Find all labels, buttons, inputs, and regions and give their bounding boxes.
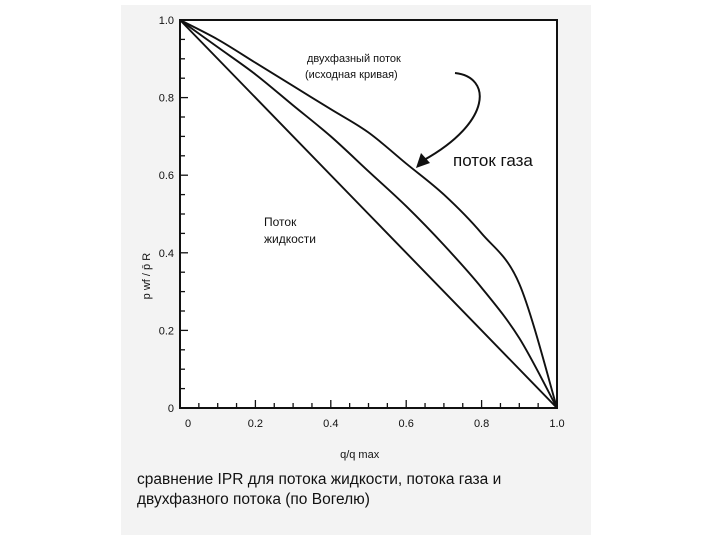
annotation-gas-flow: поток газа bbox=[453, 151, 533, 170]
y-tick-label: 0.4 bbox=[159, 248, 174, 260]
annotation-arrow bbox=[423, 72, 481, 161]
x-tick-label: 0 bbox=[185, 418, 191, 430]
two-phase-flow-curve bbox=[179, 19, 558, 409]
x-tick-label: 0.4 bbox=[323, 418, 338, 430]
y-tick-label: 0 bbox=[168, 403, 174, 415]
y-axis-label: p wf / p̄ R bbox=[141, 253, 153, 300]
x-tick-label: 0.6 bbox=[399, 418, 414, 430]
y-tick-label: 0.8 bbox=[159, 93, 174, 105]
y-tick-label: 1.0 bbox=[159, 15, 174, 27]
x-tick-label: 1.0 bbox=[549, 418, 564, 430]
annotation-two-phase-note: (исходная кривая) bbox=[305, 69, 398, 81]
liquid-flow-line bbox=[179, 19, 558, 409]
arrow-head bbox=[416, 153, 430, 168]
x-tick-label: 0.2 bbox=[248, 418, 263, 430]
x-tick-label: 0.8 bbox=[474, 418, 489, 430]
y-tick-label: 0.2 bbox=[159, 325, 174, 337]
caption-line-1: сравнение IPR для потока жидкости, поток… bbox=[137, 471, 502, 488]
y-tick-label: 0.6 bbox=[159, 170, 174, 182]
gas-flow-curve bbox=[179, 19, 558, 409]
caption-line-2: двухфазного потока (по Вогелю) bbox=[137, 491, 370, 508]
x-axis-label: q/q max bbox=[340, 449, 380, 461]
annotation-two-phase: двухфазный поток bbox=[307, 53, 401, 65]
annotation-liquid-flow-2: жидкости bbox=[264, 232, 316, 246]
figure-caption: сравнение IPR для потока жидкости, поток… bbox=[137, 470, 587, 510]
annotation-liquid-flow: Поток bbox=[264, 215, 297, 229]
